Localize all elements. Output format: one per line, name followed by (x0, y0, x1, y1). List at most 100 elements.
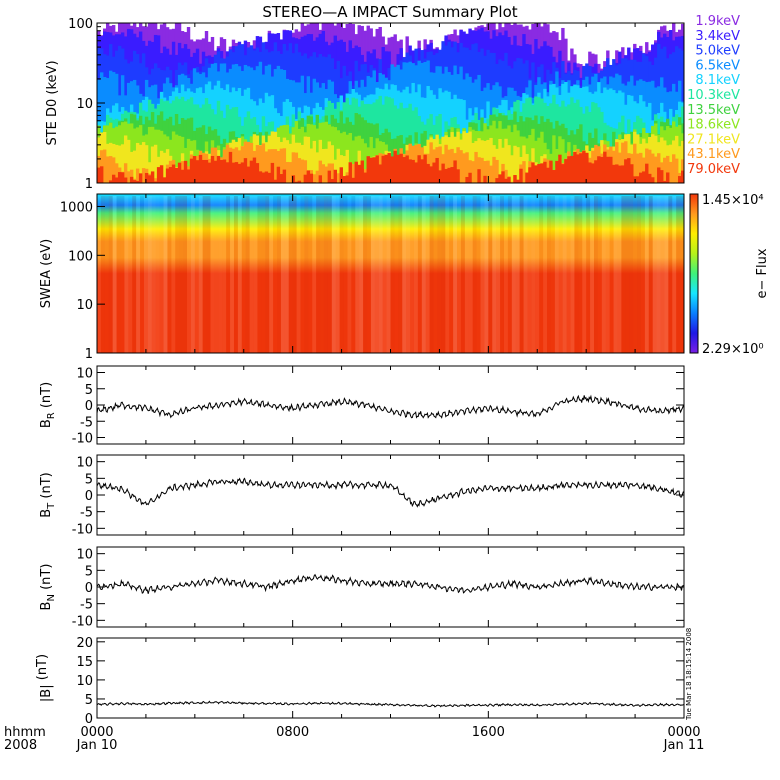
swea-axes: 1 10 100 1000 SWEA (eV) (39, 193, 685, 362)
ste-channel-bar (480, 157, 484, 183)
ste-channel-bar (273, 179, 278, 183)
ste-channel-bar (97, 167, 101, 183)
ste-channel-bar (267, 149, 272, 183)
ste-channel-bar (300, 159, 305, 183)
swea-stripe (496, 196, 501, 353)
ste-channel-bar (393, 150, 397, 183)
ste-channel-bar (315, 152, 320, 183)
ste-channel-bar (174, 167, 179, 183)
swea-stripe (492, 196, 497, 353)
ste-legend-entry: 1.9keV (695, 14, 740, 29)
swea-stripe (394, 196, 399, 353)
ste-channel-bar (285, 161, 290, 183)
ste-channel-bar (318, 160, 323, 183)
swea-stripe (159, 196, 164, 353)
ste-channel-bar (513, 175, 517, 183)
swea-stripe (132, 196, 137, 353)
ste-channel-bar (324, 166, 329, 183)
swea-stripe (578, 196, 583, 353)
swea-stripe (214, 196, 219, 353)
ste-channel-bar (132, 150, 137, 183)
ste-channel-bar (372, 157, 376, 183)
swea-stripe (97, 196, 101, 353)
ste-channel-bar (552, 135, 556, 183)
ste-channel-bar (249, 160, 254, 183)
ste-channel-bar (606, 156, 610, 183)
time-tick-label: 1600 (472, 725, 505, 740)
ste-channel-bar (498, 138, 502, 183)
ste-channel-bar (663, 180, 667, 183)
swea-stripe (108, 196, 113, 353)
ste-channel-bar (615, 142, 619, 183)
ste-channel-bar (426, 163, 430, 183)
ste-channel-bar (627, 158, 631, 183)
field-ylabel-sub: T (46, 502, 57, 510)
ste-channel-bar (153, 178, 158, 183)
ste-channel-bar (285, 140, 290, 183)
ste-channel-bar (264, 151, 269, 183)
ste-channel-bar (450, 148, 454, 183)
ste-channel-bar (483, 161, 487, 183)
ste-channel-bar (135, 168, 140, 183)
ste-channel-bar (333, 127, 337, 183)
ste-channel-bar (384, 154, 388, 183)
swea-stripe (445, 196, 450, 353)
swea-stripe (621, 196, 626, 353)
swea-stripe (406, 196, 411, 353)
ste-channel-bar (333, 169, 337, 183)
ste-legend-entry: 8.1keV (695, 73, 740, 88)
swea-stripe (339, 196, 344, 353)
ste-channel-bar (174, 134, 179, 183)
field-ytick-label: 5 (85, 472, 93, 487)
ste-channel-bar (309, 148, 314, 183)
swea-stripe (374, 196, 379, 353)
swea-stripe (586, 196, 591, 353)
ste-legend-entry: 10.3keV (687, 88, 740, 103)
swea-stripe (457, 196, 461, 353)
swea-stripe (617, 196, 622, 353)
ste-channel-bar (447, 167, 451, 183)
ste-channel-bar (126, 139, 131, 183)
ste-channel-bar (405, 155, 409, 183)
bn-panel: -10-5 0 510 BN (nT) (39, 546, 685, 629)
swea-stripe (460, 196, 465, 353)
ste-legend-entry: 5.0keV (695, 44, 740, 59)
field-ytick-label: -10 (72, 522, 93, 537)
ste-channel-bar (534, 140, 538, 183)
swea-spectrogram (97, 194, 684, 353)
ste-channel-bar (351, 177, 355, 183)
ste-channel-bar (291, 152, 296, 183)
ste-channel-bar (114, 163, 119, 183)
swea-stripe (570, 196, 575, 353)
swea-stripe (273, 196, 278, 353)
ste-channel-bar (321, 164, 326, 183)
ste-channel-bar (519, 168, 523, 183)
ste-channel-bar (147, 162, 152, 183)
ste-channel-bar (279, 174, 284, 183)
ste-channel-bar (150, 146, 155, 183)
swea-stripe (417, 196, 422, 353)
ste-channel-bar (177, 135, 182, 183)
ste-channel-bar (429, 166, 433, 183)
ste-channel-bar (513, 145, 517, 183)
ste-channel-bar (423, 154, 427, 183)
ste-channel-bar (210, 155, 215, 183)
ste-ylabel: STE D0 (keV) (45, 60, 60, 145)
ste-d0-panel: 1.9keV3.4keV5.0keV6.5keV8.1keV10.3keV13.… (45, 14, 740, 192)
ste-channel-bar (105, 156, 110, 183)
ste-channel-bar (213, 160, 218, 183)
swea-stripe (554, 196, 559, 353)
ste-channel-bar (123, 163, 128, 183)
ste-channel-bar (552, 170, 556, 183)
time-tick-label: 0800 (276, 725, 309, 740)
field-ytick-label: 10 (76, 456, 93, 471)
ste-channel-bar (357, 164, 361, 183)
ste-channel-bar (462, 153, 466, 183)
ste-channel-bar (681, 170, 685, 183)
swea-stripe (398, 196, 403, 353)
ste-channel-bar (234, 162, 239, 183)
ste-channel-bar (279, 148, 284, 183)
ste-channel-bar (264, 171, 269, 183)
time-tick-date: Jan 10 (76, 738, 118, 753)
swea-stripe (249, 196, 254, 353)
